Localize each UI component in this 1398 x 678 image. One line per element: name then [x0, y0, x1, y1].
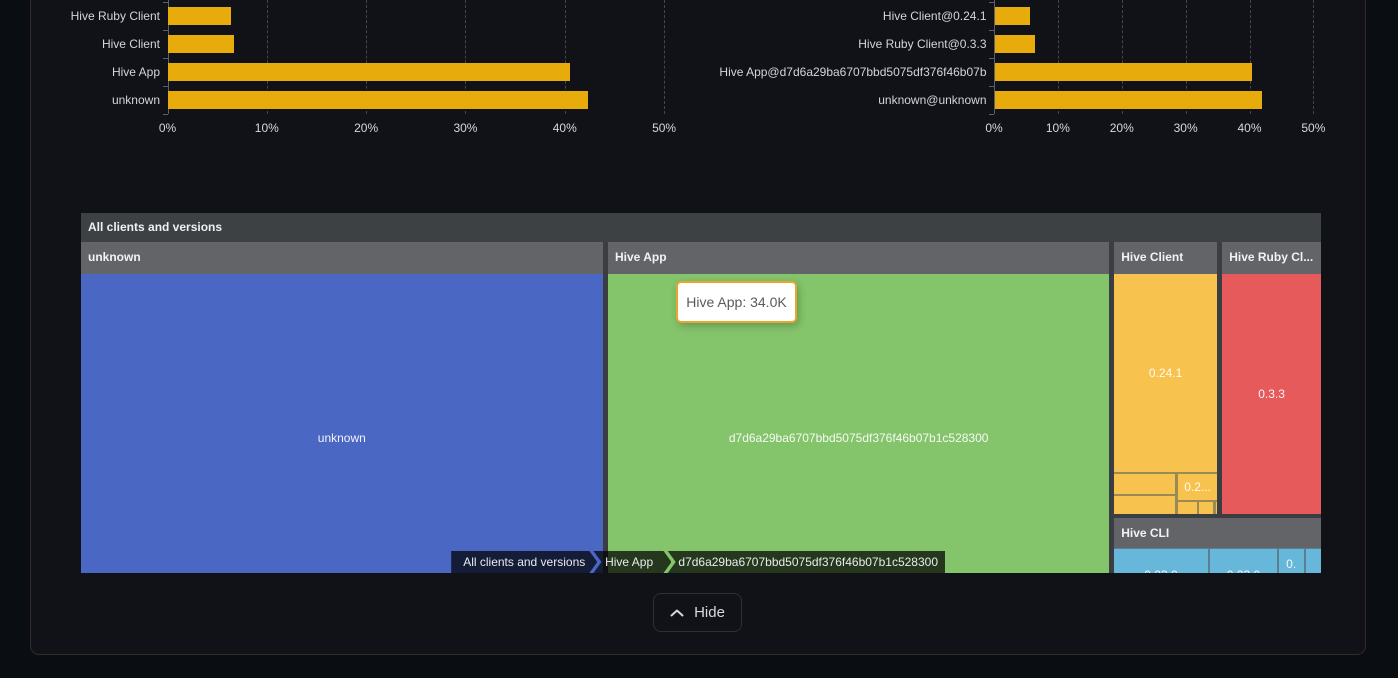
x-tick-label: 30% [1173, 120, 1198, 135]
treemap-section-header[interactable]: Hive Ruby Cl... [1222, 242, 1321, 274]
bar[interactable] [994, 34, 1036, 53]
x-tick-label: 30% [453, 120, 478, 135]
gridline [266, 0, 268, 114]
y-axis-category-label: unknown@unknown [878, 92, 987, 107]
bar[interactable] [168, 90, 589, 109]
x-tick-label: 50% [1301, 120, 1326, 135]
x-tick-label: 40% [1237, 120, 1262, 135]
chevron-up-icon [670, 608, 684, 618]
treemap-cell[interactable]: 0.2... [1178, 474, 1217, 500]
treemap-cell[interactable] [1199, 502, 1214, 515]
treemap-section-header[interactable]: Hive Client [1114, 242, 1217, 274]
gridline [1121, 0, 1123, 114]
breadcrumb-item[interactable]: d7d6a29ba6707bbd5075df376f46b07b1c528300 [667, 550, 945, 573]
y-axis-tick [989, 57, 994, 59]
hide-button[interactable]: Hide [653, 593, 742, 632]
x-tick-label: 0% [158, 120, 177, 135]
gridline [564, 0, 566, 114]
treemap-cell[interactable]: unknown [81, 273, 603, 573]
tooltip: Hive App: 34.0K [676, 281, 797, 323]
y-axis-tick [162, 113, 168, 115]
treemap-cell[interactable] [1305, 548, 1321, 573]
x-tick-label: 40% [552, 120, 577, 135]
treemap-cell[interactable]: d7d6a29ba6707bbd5075df376f46b07b1c528300 [608, 273, 1110, 573]
treemap-cell[interactable] [1178, 502, 1197, 515]
y-axis-category-label: Hive Client@0.24.1 [882, 8, 987, 23]
treemap-section-header[interactable]: Hive App [608, 242, 1110, 274]
gridline [465, 0, 467, 114]
y-axis-category-label: Hive Ruby Client [70, 8, 160, 23]
gridline [1313, 0, 1315, 114]
hide-button-label: Hide [694, 604, 725, 621]
y-axis-tick [989, 113, 994, 115]
x-tick-label: 10% [1045, 120, 1070, 135]
treemap-cell[interactable]: 0.24.1 [1114, 273, 1217, 472]
treemap-cell[interactable] [1215, 502, 1217, 515]
treemap-cell[interactable]: 0.23.0 [1210, 548, 1277, 573]
x-tick-label: 50% [652, 120, 677, 135]
y-axis-category-label: Hive Client [101, 36, 160, 51]
bar[interactable] [994, 62, 1252, 81]
treemap-section-header[interactable]: unknown [81, 242, 603, 274]
bar[interactable] [168, 34, 234, 53]
breadcrumb-item[interactable]: Hive App [593, 551, 671, 574]
bar[interactable] [168, 62, 571, 81]
breadcrumb-item[interactable]: All clients and versions [451, 551, 597, 574]
gridline [1057, 0, 1059, 114]
treemap-cell[interactable] [1114, 495, 1176, 515]
treemap-cell[interactable] [1114, 474, 1176, 494]
gridline [664, 0, 666, 114]
y-axis-tick [989, 85, 994, 87]
x-tick-label: 20% [354, 120, 379, 135]
treemap-cell[interactable]: 0. [1278, 548, 1304, 573]
bar[interactable] [994, 90, 1263, 109]
x-tick-label: 20% [1109, 120, 1134, 135]
treemap-cell[interactable]: 0.23.0 [1114, 548, 1208, 573]
y-axis-category-label: unknown [111, 92, 160, 107]
gridline [1249, 0, 1251, 114]
treemap-section-header[interactable]: Hive CLI [1114, 517, 1321, 548]
y-axis-tick [162, 1, 168, 3]
tooltip-text: Hive App: 34.0K [686, 294, 787, 310]
x-tick-label: 0% [985, 120, 1003, 135]
y-axis-line [994, 0, 995, 114]
y-axis-tick [162, 29, 168, 31]
y-axis-line [167, 0, 169, 114]
y-axis-category-label: Hive Ruby Client@0.3.3 [858, 36, 987, 51]
treemap-cell[interactable]: 0.3.3 [1222, 273, 1321, 515]
gridline [366, 0, 368, 114]
treemap-root-header[interactable]: All clients and versions [81, 213, 1321, 242]
bar[interactable] [168, 6, 231, 25]
y-axis-tick [162, 85, 168, 87]
y-axis-tick [162, 57, 168, 59]
y-axis-category-label: Hive App@d7d6a29ba6707bbd5075df376f46b07… [719, 64, 987, 79]
y-axis-tick [989, 29, 994, 31]
gridline [1185, 0, 1187, 114]
bar[interactable] [994, 6, 1031, 25]
x-tick-label: 10% [254, 120, 279, 135]
y-axis-tick [989, 1, 994, 3]
treemap-all-clients: All clients and versions unknown Hive App… [81, 213, 1321, 573]
y-axis-category-label: Hive App [111, 64, 160, 79]
